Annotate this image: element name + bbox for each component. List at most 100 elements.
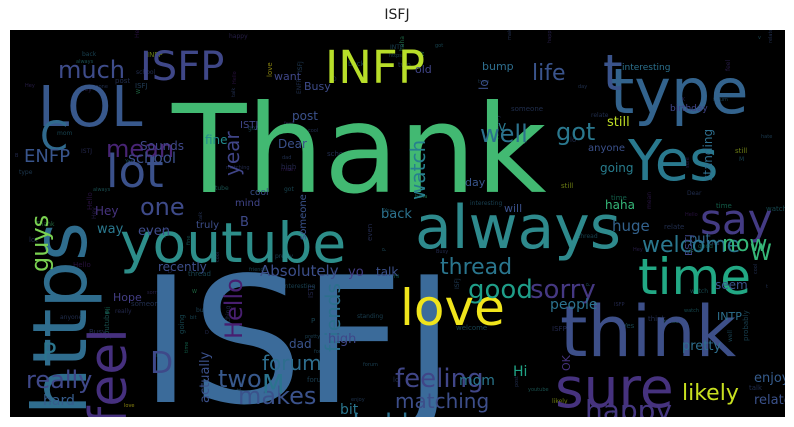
cloud-word: think: [560, 291, 737, 373]
cloud-word: W: [750, 241, 772, 266]
filler-word: W: [689, 248, 695, 253]
cloud-word: want: [274, 70, 302, 83]
cloud-word: LOL: [38, 75, 142, 140]
filler-word: put: [236, 387, 243, 398]
filler-word: someone: [85, 84, 108, 90]
filler-word: cool: [215, 252, 221, 262]
cloud-word: OK: [560, 354, 573, 371]
filler-word: Hi: [153, 353, 158, 359]
cloud-word: ISTJ: [240, 120, 258, 131]
cloud-word: D: [150, 346, 173, 381]
filler-word: going: [178, 314, 186, 334]
filler-word: v: [758, 35, 761, 41]
cloud-word: birthday: [670, 104, 708, 114]
filler-word: matching: [225, 306, 232, 334]
cloud-word: back: [381, 207, 412, 222]
filler-word: M: [612, 410, 616, 416]
filler-word: love: [124, 403, 134, 409]
filler-word: relate: [768, 30, 774, 43]
cloud-word: mom: [459, 373, 495, 389]
cloud-word: one: [140, 193, 185, 221]
filler-word: ISFJ: [454, 278, 461, 289]
filler-word: welcome: [456, 324, 487, 332]
cloud-word: yo: [348, 265, 364, 280]
filler-word: friends: [249, 267, 267, 273]
cloud-word: got: [556, 118, 595, 146]
cloud-word: mean: [106, 135, 174, 163]
filler-word: Hello: [134, 30, 141, 38]
cloud-word: haha: [605, 198, 635, 212]
cloud-word: C: [40, 114, 68, 160]
filler-word: back: [348, 60, 366, 68]
filler-word: happy: [547, 30, 553, 43]
cloud-word: lot: [106, 145, 164, 198]
filler-word: youtube: [528, 387, 549, 393]
filler-word: haha: [415, 194, 427, 200]
cloud-word: seem: [715, 278, 748, 292]
filler-word: D: [332, 76, 337, 83]
cloud-word: really: [26, 366, 92, 394]
cloud-word: pretty: [682, 339, 722, 354]
filler-word: watch: [690, 288, 708, 295]
filler-word: OK: [678, 97, 686, 103]
filler-word: Hey: [80, 86, 92, 93]
cloud-word: anyone: [588, 143, 625, 154]
filler-word: bit: [190, 315, 197, 321]
cloud-word: school: [128, 149, 176, 167]
cloud-word: likely: [682, 381, 739, 406]
cloud-word: feel: [79, 328, 139, 417]
filler-word: W: [192, 289, 197, 295]
cloud-word: Busy: [304, 80, 331, 93]
cloud-word: way: [97, 222, 124, 237]
filler-word: forum: [713, 97, 728, 103]
filler-word: sorry: [147, 290, 160, 296]
filler-word: fine: [186, 236, 192, 245]
filler-word: mean: [646, 192, 653, 209]
filler-word: youtube: [204, 185, 229, 192]
cloud-word: dad: [289, 337, 312, 351]
filler-word: W: [419, 51, 426, 57]
filler-word: talk: [198, 212, 204, 221]
filler-word: even: [366, 224, 374, 241]
cloud-word: ENFP: [24, 146, 70, 167]
cloud-word: thread: [440, 255, 512, 280]
cloud-word: watch: [406, 140, 430, 200]
cloud-word: M: [262, 370, 284, 400]
cloud-word: old: [415, 63, 432, 76]
cloud-word: B: [240, 215, 249, 230]
filler-word: someone: [131, 300, 163, 308]
cloud-word: now: [722, 232, 767, 257]
cloud-word: two: [218, 365, 262, 393]
cloud-word: type: [610, 55, 749, 128]
cloud-word: recently: [158, 260, 207, 274]
cloud-word: P: [42, 338, 56, 366]
cloud-word: post: [292, 109, 318, 123]
filler-word: type: [478, 79, 489, 85]
cloud-word: Absolutely: [260, 262, 339, 280]
filler-word: Busy: [436, 249, 448, 255]
cloud-word: mind: [235, 198, 260, 209]
filler-word: school: [136, 69, 156, 76]
filler-word: D: [168, 269, 172, 275]
filler-word: Hi: [394, 274, 399, 280]
filler-word: always: [93, 187, 111, 193]
cloud-word: much: [58, 56, 125, 84]
filler-word: pretty: [305, 334, 320, 340]
cloud-word: first: [478, 416, 529, 417]
filler-word: Thank: [35, 221, 55, 228]
filler-word: anyone: [60, 314, 83, 321]
filler-word: day: [578, 84, 587, 90]
cloud-word: year: [220, 131, 244, 176]
filler-word: talk: [749, 384, 763, 392]
filler-word: enjoy: [351, 397, 365, 403]
filler-word: Hey: [633, 247, 643, 253]
filler-word: cool: [753, 264, 759, 274]
cloud-word: welcome: [642, 233, 740, 258]
filler-word: relate: [591, 112, 609, 119]
cloud-word: hate: [175, 415, 234, 417]
cloud-word: high: [328, 332, 356, 347]
cloud-word: bump: [482, 60, 514, 73]
filler-word: watch: [766, 205, 785, 213]
filler-word: https: [389, 53, 402, 59]
